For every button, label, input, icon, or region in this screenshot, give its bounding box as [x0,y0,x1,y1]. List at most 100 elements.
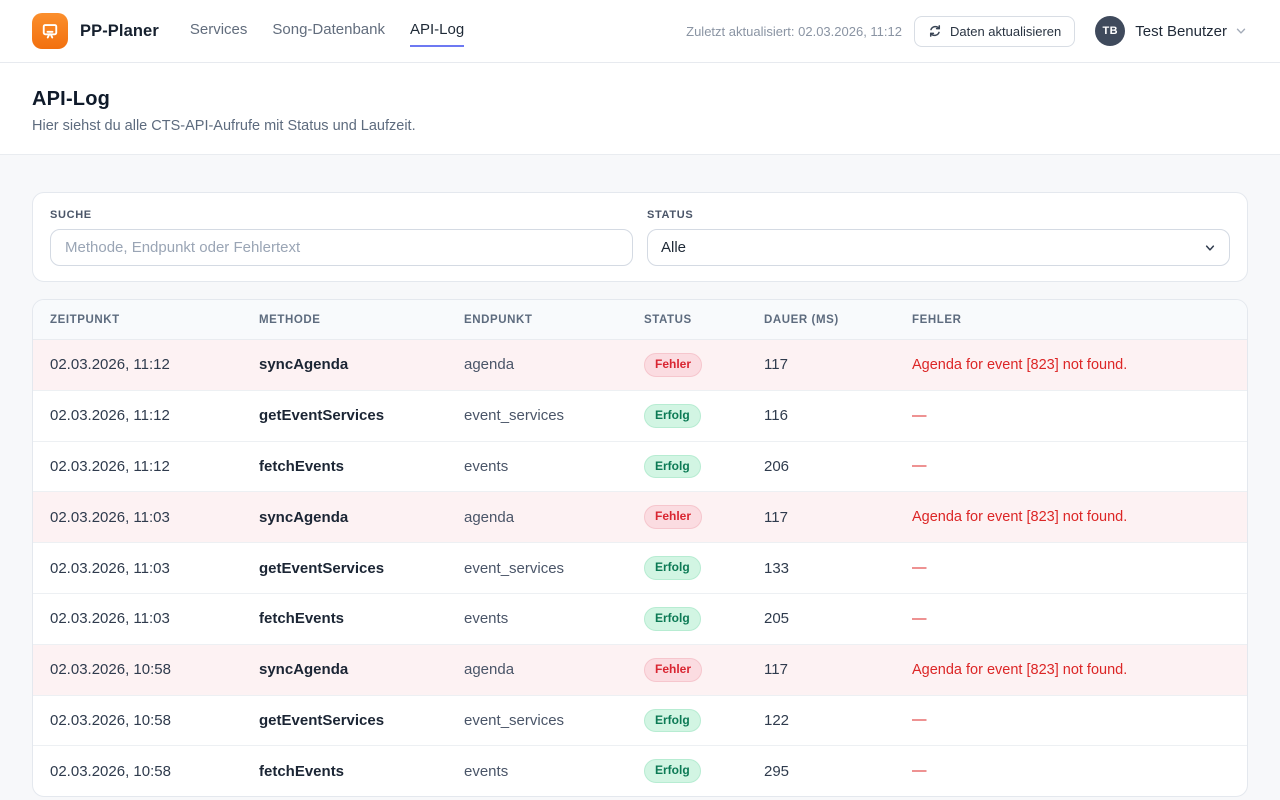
log-method: fetchEvents [259,762,345,780]
status-label: STATUS [647,209,694,221]
header-left: PP-Planer Services Song-Datenbank API-Lo… [32,13,465,49]
log-timestamp: 02.03.2026, 10:58 [33,695,242,747]
log-method: getEventServices [242,542,447,594]
table-row: 02.03.2026, 10:58 getEventServices event_s… [33,695,1247,747]
log-error: — [895,542,1247,594]
status-select[interactable]: Alle [647,229,1230,266]
log-error: — [895,390,1247,442]
nav-item-services[interactable]: Services [189,21,248,38]
log-status-cell: Fehler [627,644,747,696]
table-row: 02.03.2026, 11:12 getEventServices event_s… [33,390,1247,442]
log-status-cell: Fehler [627,339,747,391]
table-row: 02.03.2026, 11:03 syncAgenda agenda Fehler 1… [33,491,1247,544]
status-badge: Fehler [644,657,703,682]
log-duration: 295 [764,762,790,780]
log-status-cell: Erfolg [627,542,747,594]
log-error: — [895,695,1247,747]
log-method: fetchEvents [242,593,447,645]
last-updated-text: Zuletzt aktualisiert: 02.03.2026, 11:12 [686,23,902,39]
page-subtitle: Hier siehst du alle CTS-API-Aufrufe mit … [32,118,416,134]
log-method: syncAgenda [242,644,447,696]
log-error: Agenda for event [823] not found. [895,644,1247,696]
log-timestamp: 02.03.2026, 11:12 [33,441,242,493]
log-method: syncAgenda [242,491,447,544]
log-method: getEventServices [242,695,447,747]
log-duration: 133 [747,542,895,594]
app-logo-icon [32,13,68,49]
col-header-methode: METHODE [242,300,447,340]
log-endpoint: event_services [447,390,627,442]
log-status-cell: Erfolg [627,441,747,493]
log-endpoint: agenda [447,339,627,391]
refresh-button-label: Daten aktualisieren [949,23,1062,39]
log-error: Agenda for event [823] not found. [895,491,1247,544]
log-status-cell: Erfolg [627,593,747,645]
table-row: 02.03.2026, 11:03 getEventServices event_s… [33,542,1247,594]
page-head: API-Log Hier siehst du alle CTS-API-Aufr… [0,63,1280,155]
col-header-endpunkt: ENDPUNKT [447,300,627,340]
col-header-fehler: FEHLER [895,300,1247,340]
app-header: PP-Planer Services Song-Datenbank API-Lo… [0,0,1280,63]
log-endpoint: agenda [447,644,627,696]
col-header-zeitpunkt: ZEITPUNKT [33,300,242,340]
search-label: SUCHE [50,209,92,221]
log-status-cell: Erfolg [627,695,747,747]
filter-card: SUCHE STATUS Alle [32,192,1248,282]
page-title: API-Log [32,88,111,110]
search-input[interactable] [50,229,633,266]
api-log-table-card: ZEITPUNKT METHODE ENDPUNKT STATUS DAUER … [32,299,1248,798]
log-method: syncAgenda [242,339,447,391]
log-endpoint: events [447,441,627,493]
status-select-value: Alle [661,239,687,256]
api-log-table: ZEITPUNKT METHODE ENDPUNKT STATUS DAUER … [33,300,1247,796]
chevron-down-icon [1205,244,1215,251]
log-duration: 117 [747,644,895,696]
log-timestamp: 02.03.2026, 10:58 [33,644,242,696]
status-badge: Fehler [644,505,703,530]
log-timestamp: 02.03.2026, 11:03 [33,491,242,544]
user-name[interactable]: Test Benutzer [1135,22,1227,40]
status-badge: Erfolg [644,759,701,784]
log-duration: 117 [747,491,895,544]
table-row: 02.03.2026, 10:58 syncAgenda agenda Fehler 1… [33,644,1247,696]
table-body: 02.03.2026, 11:12 syncAgenda agenda Fehler 1… [33,339,1247,797]
log-endpoint: events [447,593,627,645]
table-row: 02.03.2026, 11:12 fetchEvents events Erfolg… [33,441,1247,493]
log-method: getEventServices [242,390,447,442]
log-duration: 205 [747,593,895,645]
main-nav: Services Song-Datenbank API-Log [189,15,465,47]
refresh-data-button[interactable]: Daten aktualisieren [913,15,1076,47]
presentation-icon [42,24,58,39]
log-endpoint: events [464,762,509,780]
table-row: 02.03.2026, 10:58 fetchEvents events Erfolg… [33,746,1247,796]
main-area: SUCHE STATUS Alle ZEITPUNKT METHODE [0,155,1280,798]
status-badge: Erfolg [644,606,701,631]
log-method: fetchEvents [242,441,447,493]
log-error: — [895,593,1247,645]
status-badge: Erfolg [644,556,701,580]
table-header: ZEITPUNKT METHODE ENDPUNKT STATUS DAUER … [33,300,1247,340]
nav-item-api-log[interactable]: API-Log [409,15,465,47]
col-header-status: STATUS [627,300,747,340]
log-timestamp: 02.03.2026, 11:03 [33,542,242,594]
log-timestamp: 02.03.2026, 11:12 [33,390,242,442]
refresh-icon [929,25,941,37]
avatar[interactable]: TB [1095,16,1126,46]
log-error: — [895,441,1247,493]
log-timestamp: 02.03.2026, 10:58 [50,762,171,780]
nav-item-song-datenbank[interactable]: Song-Datenbank [272,21,385,38]
status-badge: Fehler [644,353,703,377]
log-status-cell: Erfolg [627,390,747,442]
log-status-cell: Erfolg [627,746,747,796]
status-badge: Erfolg [644,454,701,479]
chevron-down-icon[interactable] [1234,24,1248,38]
status-field-group: STATUS Alle [647,209,1230,266]
log-status-cell: Fehler [627,491,747,544]
log-duration: 206 [747,441,895,493]
status-badge: Erfolg [644,403,701,428]
log-duration: 117 [747,339,895,391]
log-timestamp: 02.03.2026, 11:03 [33,593,242,645]
col-header-dauer: DAUER (MS) [747,300,895,340]
search-field-group: SUCHE [50,209,633,266]
log-error: — [912,763,927,780]
